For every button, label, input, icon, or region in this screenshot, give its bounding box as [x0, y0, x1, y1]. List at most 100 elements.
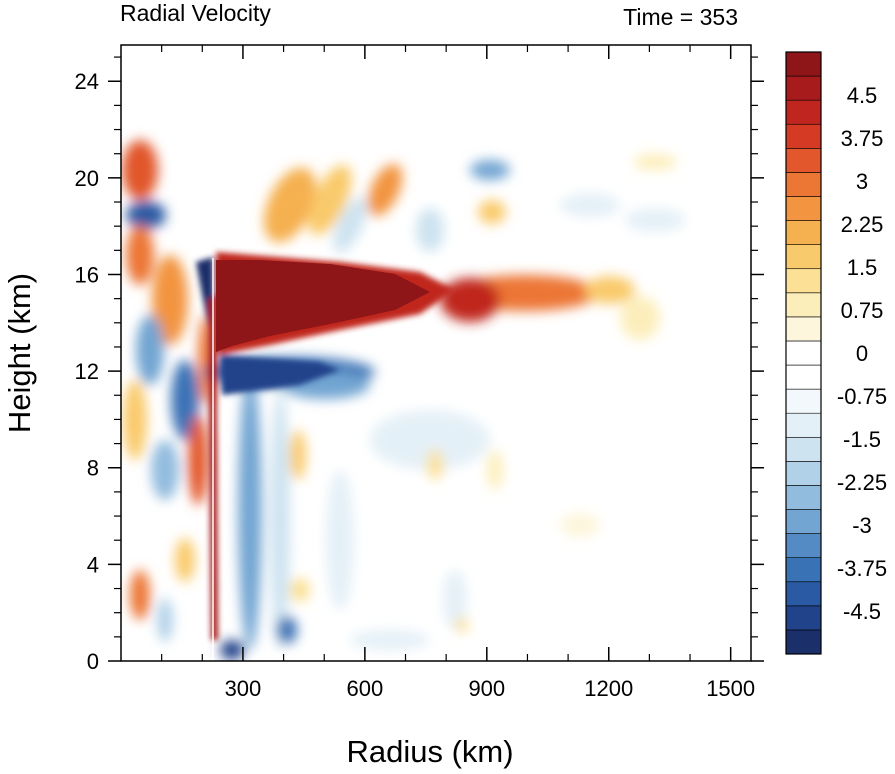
outflow-extension	[620, 296, 660, 340]
y-tick-label: 16	[75, 262, 99, 287]
colorbar-tick-label: 0.75	[841, 298, 884, 323]
upper-negative-wave	[470, 160, 510, 180]
colorbar-swatch	[785, 364, 822, 390]
colorbar-swatch	[785, 461, 822, 486]
colorbar-frame	[785, 51, 822, 655]
colorbar-swatch	[785, 533, 822, 558]
colorbar-swatch	[785, 123, 822, 149]
y-tick-label: 8	[87, 456, 99, 481]
inner-negative-band	[126, 201, 166, 229]
inner-positive-band	[152, 255, 188, 345]
mid-positive-patch	[427, 450, 443, 480]
inner-negative-band	[136, 315, 164, 385]
colorbar-tick-label: -1.5	[843, 427, 881, 452]
low-positive-patch	[456, 617, 468, 633]
upper-positive-wave	[308, 164, 352, 236]
low-negative-patch	[220, 640, 244, 660]
y-axis: 0 4 8 12 16 20 24	[75, 56, 764, 674]
upper-positive-wave	[633, 154, 677, 170]
upper-negative-wave	[625, 208, 685, 232]
colorbar-tick-label: -0.75	[837, 384, 887, 409]
colorbar	[785, 51, 822, 655]
colorbar-swatch	[785, 316, 822, 342]
outflow-extension	[585, 276, 635, 304]
x-tick-label: 1200	[584, 676, 633, 701]
colorbar-tick-label: -3.75	[837, 556, 887, 581]
colorbar-labels: 4.5 3.75 3 2.25 1.5 0.75 0 -0.75 -1.5 -2.25 -3 -3.7…	[837, 83, 887, 624]
mid-positive-patch	[290, 578, 310, 602]
inner-positive-band	[126, 225, 154, 285]
x-tick-label: 300	[225, 676, 262, 701]
colorbar-tick-label: 3	[856, 169, 868, 194]
inflow-layer	[370, 410, 490, 470]
colorbar-tick-label: 0	[856, 341, 868, 366]
inner-positive-band	[122, 140, 158, 200]
heatmap-plot-area	[121, 45, 751, 661]
chart-title: Radial Velocity	[120, 0, 271, 26]
inner-negative-band	[157, 598, 173, 642]
colorbar-tick-label: -4.5	[843, 599, 881, 624]
colorbar-swatch	[785, 629, 822, 655]
colorbar-swatch	[785, 51, 822, 77]
x-tick-label: 600	[347, 676, 384, 701]
mid-positive-patch	[290, 430, 306, 480]
x-axis-label: Radius (km)	[346, 734, 513, 769]
upper-negative-wave	[560, 193, 620, 217]
colorbar-swatch	[785, 509, 822, 534]
inner-positive-band	[130, 570, 150, 620]
upper-negative-wave	[333, 197, 367, 253]
chart-time-label: Time = 353	[623, 4, 738, 30]
plot-frame	[120, 44, 752, 662]
colorbar-swatch	[785, 485, 822, 510]
x-tick-label: 1500	[706, 676, 755, 701]
inner-positive-band	[188, 415, 208, 505]
y-axis-label: Height (km)	[2, 273, 37, 433]
inflow-core	[220, 355, 340, 395]
colorbar-swatch	[785, 292, 822, 318]
colorbar-swatch	[785, 244, 822, 270]
colorbar-tick-label: -3	[852, 513, 872, 538]
x-tick-label: 900	[468, 676, 505, 701]
upper-positive-wave	[367, 163, 403, 217]
low-negative-patch	[350, 630, 430, 650]
colorbar-swatch	[785, 340, 822, 366]
upper-positive-wave	[478, 200, 506, 224]
inner-negative-band	[171, 360, 199, 440]
colorbar-swatch	[785, 581, 822, 607]
colorbar-swatch	[785, 268, 822, 294]
colorbar-tick-label: 4.5	[847, 83, 878, 108]
colorbar-tick-label: 2.25	[841, 212, 884, 237]
colorbar-swatch	[785, 148, 822, 173]
colorbar-swatch	[785, 388, 822, 414]
y-tick-label: 24	[75, 69, 99, 94]
colorbar-swatch	[785, 605, 822, 631]
inflow-layer	[326, 470, 354, 610]
x-axis: 300 600 900 1200 1500	[161, 45, 755, 701]
colorbar-swatch	[785, 436, 822, 462]
inner-positive-band	[123, 380, 147, 460]
y-tick-label: 12	[75, 359, 99, 384]
low-negative-patch	[277, 616, 297, 644]
inflow-layer	[270, 390, 290, 650]
colorbar-swatch	[785, 172, 822, 197]
colorbar-tick-label: -2.25	[837, 470, 887, 495]
y-tick-label: 20	[75, 166, 99, 191]
low-negative-patch	[443, 570, 467, 630]
upper-positive-wave	[263, 167, 317, 243]
inner-positive-band	[175, 538, 195, 582]
colorbar-tick-label: 3.75	[841, 126, 884, 151]
colorbar-swatch	[785, 75, 822, 101]
outflow-extension	[440, 278, 500, 322]
outflow-jet-core	[216, 260, 430, 352]
inflow-layer	[238, 370, 262, 650]
colorbar-swatch	[785, 196, 822, 221]
colorbar-swatch	[785, 99, 822, 125]
mid-positive-patch	[487, 450, 503, 490]
colorbar-swatch	[785, 220, 822, 245]
y-tick-label: 4	[87, 552, 99, 577]
colorbar-swatch	[785, 557, 822, 583]
colorbar-swatch	[785, 412, 822, 438]
y-tick-label: 0	[87, 649, 99, 674]
low-positive-patch	[560, 513, 600, 537]
